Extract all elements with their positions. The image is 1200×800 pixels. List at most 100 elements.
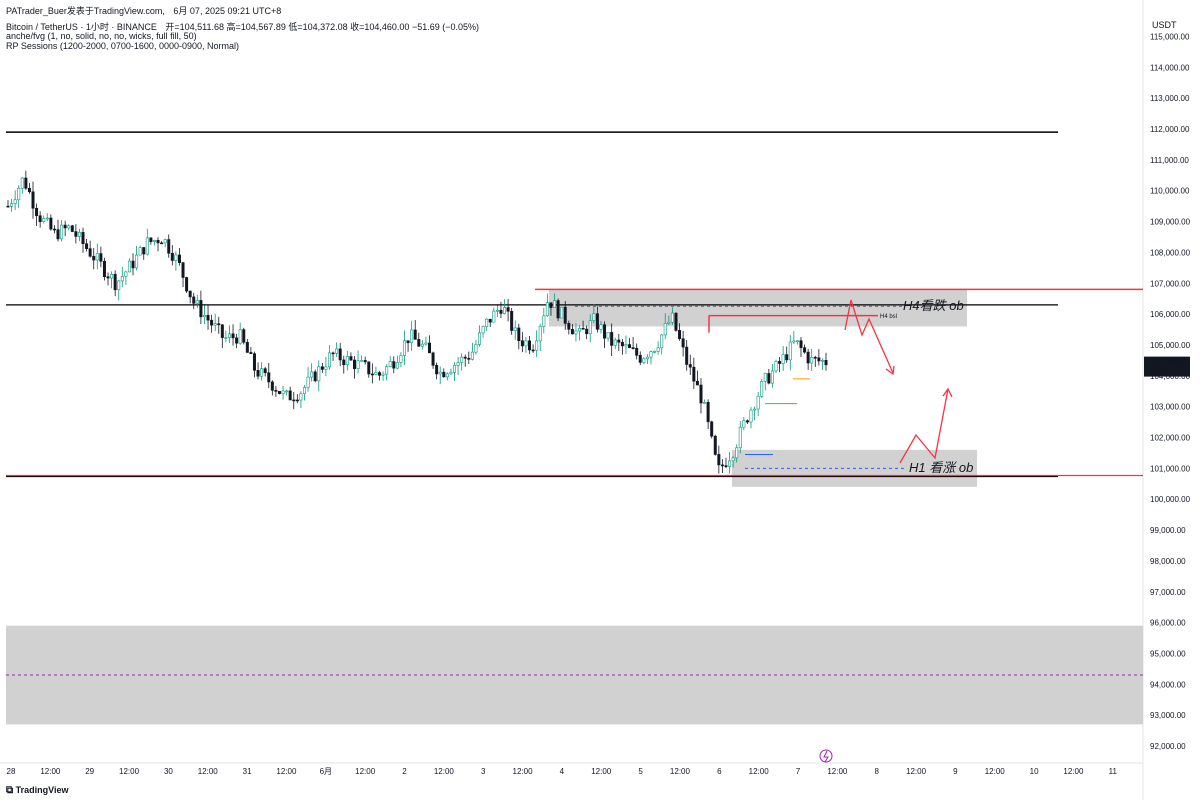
candle-body	[95, 253, 99, 261]
candle-body	[192, 296, 196, 304]
candle-body	[617, 339, 621, 343]
time-tick-label: 12:00	[119, 767, 140, 776]
time-tick-label: 31	[243, 767, 252, 776]
candle-body	[45, 217, 49, 220]
last-price-tag[interactable]	[1144, 356, 1190, 377]
candle-body	[806, 351, 810, 364]
time-tick-label: 30	[164, 767, 173, 776]
candle-body	[149, 237, 153, 242]
indicator-sessions[interactable]: RP Sessions (1200-2000, 0700-1600, 0000-…	[6, 41, 239, 51]
candle-body	[331, 352, 335, 355]
h1-bullish-ob-label: H1 看涨 ob	[909, 460, 973, 475]
candle-body	[478, 332, 482, 345]
candle-body	[120, 276, 124, 282]
candle-body	[567, 323, 571, 330]
publisher-text: PATrader_Buer发表于TradingView.com,	[6, 6, 165, 16]
candle-body	[202, 314, 206, 318]
candle-body	[613, 339, 617, 346]
time-tick-label: 12:00	[276, 767, 297, 776]
candle-body	[381, 373, 385, 376]
candle-body	[188, 290, 192, 298]
candle-body	[642, 358, 646, 363]
time-tick-label: 28	[7, 767, 16, 776]
candle-body	[467, 357, 471, 360]
symbol-info-line: Bitcoin / TetherUS · 1小时 · BINANCE 开=104…	[6, 20, 479, 33]
candle-body	[624, 344, 628, 347]
candle-body	[463, 356, 467, 359]
candle-body	[74, 231, 78, 237]
candle-body	[645, 356, 649, 360]
time-tick-label: 12:00	[40, 767, 61, 776]
candle-body	[492, 310, 496, 323]
candle-body	[474, 344, 478, 353]
candle-body	[302, 387, 306, 395]
candle-body	[692, 366, 696, 382]
candle-body	[167, 239, 171, 254]
candle-body	[638, 354, 642, 363]
candle-body	[792, 340, 796, 343]
lightning-bolt-glyph	[823, 750, 829, 763]
candle-body	[435, 365, 439, 375]
time-tick-label: 12:00	[198, 767, 219, 776]
candle-body	[20, 177, 24, 189]
tradingview-logo: ⧉ TradingView	[6, 785, 69, 796]
candle-body	[352, 359, 356, 369]
indicator-fvg[interactable]: anche/fvg (1, no, solid, no, no, wicks, …	[6, 31, 197, 41]
candle-body	[635, 347, 639, 356]
candle-body	[695, 380, 699, 386]
candle-body	[442, 371, 446, 378]
candle-body	[145, 237, 149, 255]
candle-body	[610, 332, 614, 346]
candle-body	[10, 203, 14, 207]
price-tick-label: 107,000.00	[1150, 279, 1191, 288]
candle-body	[131, 260, 135, 269]
time-tick-label: 7	[796, 767, 801, 776]
candle-body	[520, 340, 524, 347]
candle-body	[781, 354, 785, 364]
time-tick-label: 3	[481, 767, 486, 776]
price-tick-label: 93,000.00	[1150, 711, 1186, 720]
candle-body	[224, 337, 228, 339]
price-tick-label: 94,000.00	[1150, 680, 1186, 689]
candle-body	[199, 300, 203, 318]
candle-body	[313, 371, 317, 382]
currency-label[interactable]: USDT	[1152, 20, 1177, 30]
price-tick-label: 113,000.00	[1150, 94, 1190, 103]
candle-body	[778, 361, 782, 364]
candle-body	[306, 376, 310, 388]
candle-body	[406, 340, 410, 344]
candle-body	[256, 370, 260, 377]
lightning-icon[interactable]	[819, 749, 833, 763]
candle-body	[113, 273, 117, 291]
symbol-title[interactable]: Bitcoin / TetherUS · 1小时 · BINANCE	[6, 22, 157, 32]
candle-body	[703, 402, 707, 404]
candle-body	[31, 191, 35, 209]
candle-body	[717, 454, 721, 466]
candle-body	[738, 426, 742, 449]
candle-body	[681, 338, 685, 348]
candle-body	[220, 324, 224, 338]
time-tick-label: 6	[717, 767, 722, 776]
h4-bearish-ob-zone	[549, 289, 967, 327]
candle-body	[674, 312, 678, 331]
price-tick-label: 109,000.00	[1150, 218, 1191, 227]
candle-body	[177, 254, 181, 263]
candle-body	[81, 232, 85, 245]
candle-body	[210, 319, 214, 326]
last-price-value: 104,460.00	[1148, 358, 1189, 367]
candle-body	[217, 323, 221, 326]
candle-body	[181, 262, 185, 278]
candle-body	[77, 232, 81, 237]
candle-body	[524, 340, 528, 347]
chart-header-line1: PATrader_Buer发表于TradingView.com, 6月 07, …	[6, 4, 281, 17]
candle-body	[170, 252, 174, 261]
candle-body	[385, 366, 389, 375]
candle-body	[506, 307, 510, 312]
time-tick-label: 12:00	[906, 767, 927, 776]
candle-body	[542, 315, 546, 327]
candle-body	[124, 271, 128, 277]
time-tick-label: 12:00	[513, 767, 534, 776]
candle-body	[356, 360, 360, 369]
candle-body	[142, 247, 146, 255]
